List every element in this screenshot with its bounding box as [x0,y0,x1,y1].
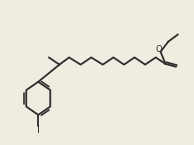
Text: I: I [37,125,40,135]
Text: O: O [156,45,162,54]
